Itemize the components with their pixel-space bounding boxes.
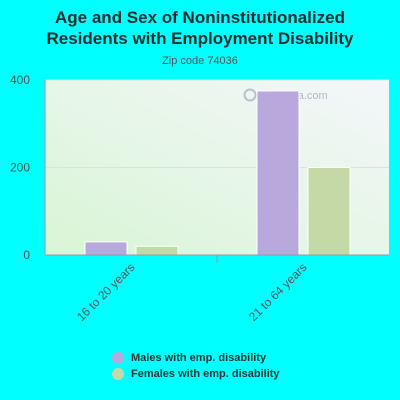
legend-label-females: Females with emp. disability	[131, 368, 280, 380]
y-tick-label: 200	[10, 161, 30, 175]
legend-label-males: Males with emp. disability	[131, 352, 267, 364]
x-tick-label: 21 to 64 years	[246, 260, 310, 324]
y-tick-label: 400	[10, 73, 30, 87]
x-tick-label: 16 to 20 years	[74, 260, 138, 324]
legend-swatch-females	[112, 368, 124, 380]
bar-males-1[interactable]	[84, 241, 128, 256]
legend-item-males: Males with emp. disability	[112, 350, 280, 366]
chart-legend: Males with emp. disability Females with …	[112, 350, 280, 382]
y-tick-label: 0	[23, 248, 30, 262]
bar-females-2[interactable]	[307, 167, 351, 256]
bar-males-2[interactable]	[256, 90, 300, 256]
chart-title: Age and Sex of Noninstitutionalized Resi…	[0, 7, 400, 49]
chart-title-line-2: Residents with Employment Disability	[46, 29, 354, 48]
legend-swatch-males	[112, 352, 124, 364]
bar-females-1[interactable]	[135, 245, 179, 256]
legend-item-females: Females with emp. disability	[112, 366, 280, 382]
chart-title-line-1: Age and Sex of Noninstitutionalized	[55, 8, 345, 27]
chart-subtitle: Zip code 74036	[162, 55, 238, 67]
